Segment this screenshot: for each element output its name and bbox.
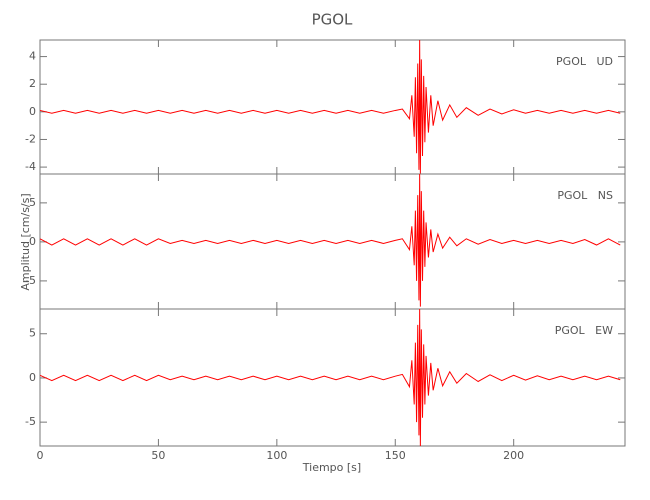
y-tick-label: 5 (29, 196, 36, 209)
waveform (39, 173, 621, 307)
y-tick-label: -5 (25, 415, 36, 428)
panel-frame (39, 39, 626, 175)
x-tick-label: 50 (151, 449, 165, 462)
y-tick-label: -2 (25, 132, 36, 145)
panel-label: PGOL NS (557, 189, 613, 202)
y-tick-label: 5 (29, 327, 36, 340)
x-tick-label: 100 (266, 449, 287, 462)
y-axis-label: Amplitud [cm/s/s] (19, 193, 32, 290)
panel-frame (39, 173, 626, 310)
y-tick-label: 4 (29, 50, 36, 63)
y-tick-label: 2 (29, 77, 36, 90)
waveform (39, 308, 621, 447)
x-tick-label: 200 (503, 449, 524, 462)
x-axis-label: Tiempo [s] (302, 461, 361, 474)
y-tick-label: -4 (25, 160, 36, 173)
panel-label: PGOL EW (555, 324, 613, 337)
y-tick-label: 0 (29, 105, 36, 118)
panel-frame (39, 308, 626, 447)
panel-label: PGOL UD (556, 55, 613, 68)
y-tick-label: -5 (25, 274, 36, 287)
chart-title: PGOL (312, 11, 353, 29)
y-tick-label: 0 (29, 235, 36, 248)
x-tick-label: 0 (37, 449, 44, 462)
x-tick-label: 150 (385, 449, 406, 462)
waveform (39, 39, 621, 175)
y-tick-label: 0 (29, 371, 36, 384)
